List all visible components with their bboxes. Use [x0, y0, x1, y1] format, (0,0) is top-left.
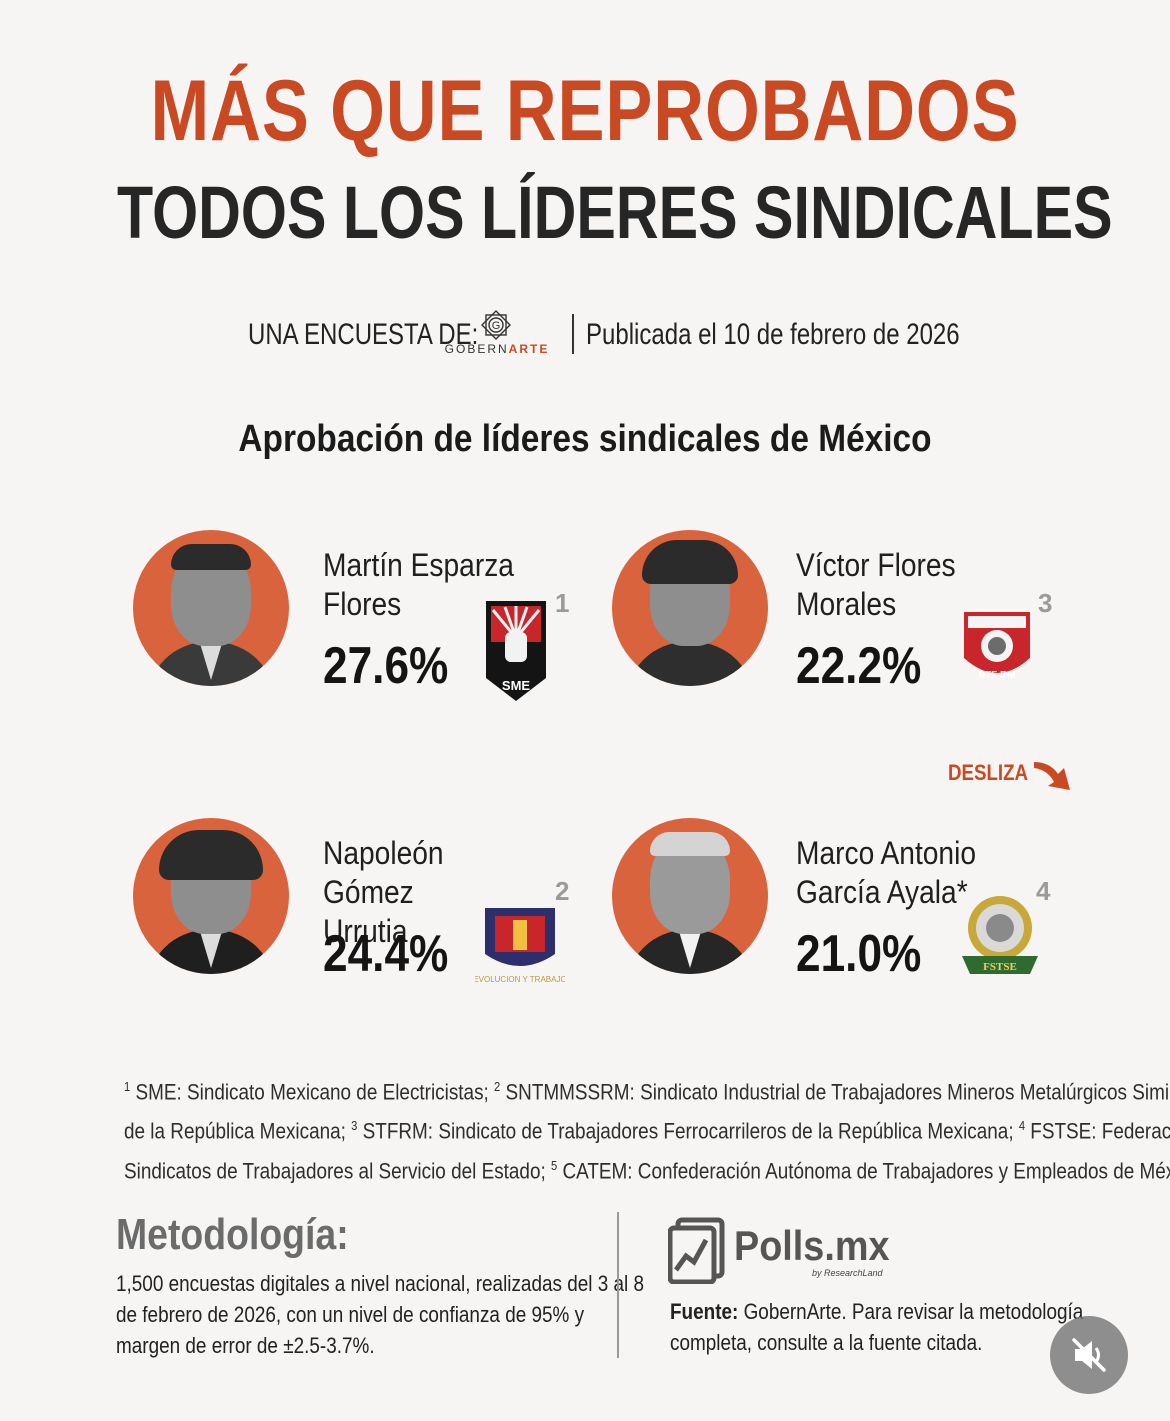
methodology-text: 1,500 encuestas digitales a nivel nacion… [116, 1268, 645, 1361]
sntmmssrm-union-logo: EVOLUCION Y TRABAJO [475, 908, 565, 984]
leader-name-line2: García Ayala* [796, 874, 968, 910]
polls-chart-icon [668, 1217, 725, 1284]
byline: UNA ENCUESTA DE: G GOBERNARTE Publicada … [0, 310, 1170, 360]
footnote-marker: 3 [351, 1118, 358, 1134]
leader-name-line1: Napoleón Gómez [323, 835, 444, 910]
byline-label: UNA ENCUESTA DE: [248, 318, 479, 351]
source-note: Fuente: GobernArte. Para revisar la meto… [670, 1296, 1110, 1358]
footnote-marker: 2 [494, 1079, 501, 1094]
section-divider [617, 1212, 619, 1358]
source-label: Fuente: [670, 1299, 739, 1324]
gobernarte-suffix: ARTE [508, 342, 550, 356]
leader-name: Martín Esparza Flores [323, 546, 525, 624]
methodology-line: 1,500 encuestas digitales a nivel nacion… [116, 1271, 645, 1296]
source-text: GobernArte. Para revisar la metodología [738, 1299, 1084, 1324]
leader-card-garcia: Marco Antonio García Ayala* 21.0% FSTSE … [612, 818, 1092, 998]
sntmmssrm-motto: EVOLUCION Y TRABAJO [475, 975, 565, 984]
footnote-text: FSTSE: Federación de [1030, 1118, 1170, 1144]
footnote-text: STFRM: Sindicato de Trabajadores Ferroca… [357, 1118, 1019, 1144]
footnote-text: SNTMMSSRM: Sindicato Industrial de Traba… [500, 1079, 1170, 1105]
footnote-text: SME: Sindicato Mexicano de Electricistas… [130, 1079, 495, 1105]
polls-wordmark: Polls.mx [734, 1222, 890, 1269]
publication-date: Publicada el 10 de febrero de 2026 [586, 318, 960, 351]
gobernarte-letter: G [492, 320, 501, 332]
stfrm-union-logo: STF RM [964, 612, 1030, 681]
footnote-text: CATEM: Confederación Autónoma de Trabaja… [557, 1157, 1170, 1183]
approval-percent: 22.2% [796, 637, 922, 695]
source-line: Fuente: GobernArte. Para revisar la meto… [670, 1296, 1083, 1327]
sme-union-logo: SME [486, 601, 546, 701]
approval-percent: 21.0% [796, 925, 922, 983]
speaker-muted-icon [1072, 1338, 1106, 1372]
headline-subtitle: TODOS LOS LÍDERES SINDICALES [117, 171, 1113, 254]
footnote-index: 4 [1036, 876, 1051, 906]
leader-card-esparza: Martín Esparza Flores 27.6% SME 1 [133, 530, 613, 710]
stfrm-logo-text: STF RM [978, 670, 1015, 681]
swipe-label[interactable]: DESLIZA [948, 760, 1029, 785]
source-line: completa, consulte a la fuente citada. [670, 1330, 983, 1355]
sme-logo-text: SME [502, 678, 531, 693]
methodology-title: Metodología: [116, 1210, 349, 1259]
curved-arrow-right-icon[interactable] [1030, 754, 1074, 804]
leader-card-flores: Víctor Flores Morales 22.2% STF RM 3 [612, 530, 1092, 710]
leader-name: Napoleón Gómez Urrutia [323, 834, 525, 951]
fstse-union-logo: FSTSE [962, 896, 1038, 974]
footnote-line: de la República Mexicana; 3 STFRM: Sindi… [124, 1109, 1170, 1148]
footnote-line: 1 SME: Sindicato Mexicano de Electricist… [124, 1070, 1170, 1109]
footnote-marker: 5 [551, 1157, 558, 1173]
avatar [612, 530, 768, 686]
methodology-line: margen de error de ±2.5-3.7%. [116, 1333, 375, 1358]
leader-name: Víctor Flores Morales [796, 546, 998, 624]
footnote-text: de la República Mexicana; [124, 1118, 352, 1144]
headline-title: MÁS QUE REPROBADOS [150, 63, 1020, 159]
leader-name: Marco Antonio García Ayala* [796, 834, 998, 912]
methodology-line: de febrero de 2026, con un nivel de conf… [116, 1302, 585, 1327]
footnote-marker: 4 [1018, 1118, 1026, 1134]
polls-subbrand: by ResearchLand [812, 1268, 883, 1278]
footnote-marker: 1 [124, 1079, 131, 1094]
byline-divider [572, 314, 574, 354]
avatar [612, 818, 768, 974]
leader-name-line1: Marco Antonio [796, 835, 977, 871]
avatar [133, 818, 289, 974]
footnote-index: 3 [1038, 588, 1053, 618]
leader-name-line2: Urrutia [323, 913, 408, 949]
gobernarte-wordmark: GOBERNARTE [435, 342, 559, 356]
leader-card-gomez: Napoleón Gómez Urrutia 24.4% EVOLUCION Y… [133, 818, 613, 998]
leader-name-line2: Morales [796, 586, 897, 622]
approval-percent: 24.4% [323, 925, 449, 983]
leader-name-line1: Martín Esparza [323, 547, 514, 583]
footnote-line: Sindicatos de Trabajadores al Servicio d… [124, 1149, 1170, 1188]
gobernarte-prefix: GOBERN [444, 342, 509, 356]
approval-percent: 27.6% [323, 637, 449, 695]
avatar [133, 530, 289, 686]
leader-name-line2: Flores [323, 586, 402, 622]
footnote-index: 1 [555, 588, 570, 618]
gobernarte-logo: G GOBERNARTE [435, 310, 559, 358]
mute-button[interactable] [1050, 1316, 1128, 1394]
chart-subtitle: Aprobación de líderes sindicales de Méxi… [238, 418, 932, 460]
gobernarte-mark-icon: G [481, 310, 511, 340]
footnotes: 1 SME: Sindicato Mexicano de Electricist… [124, 1070, 1170, 1188]
footnote-text: Sindicatos de Trabajadores al Servicio d… [124, 1157, 552, 1183]
footnote-index: 2 [555, 876, 570, 906]
fstse-logo-text: FSTSE [983, 961, 1017, 973]
leader-name-line1: Víctor Flores [796, 547, 956, 583]
